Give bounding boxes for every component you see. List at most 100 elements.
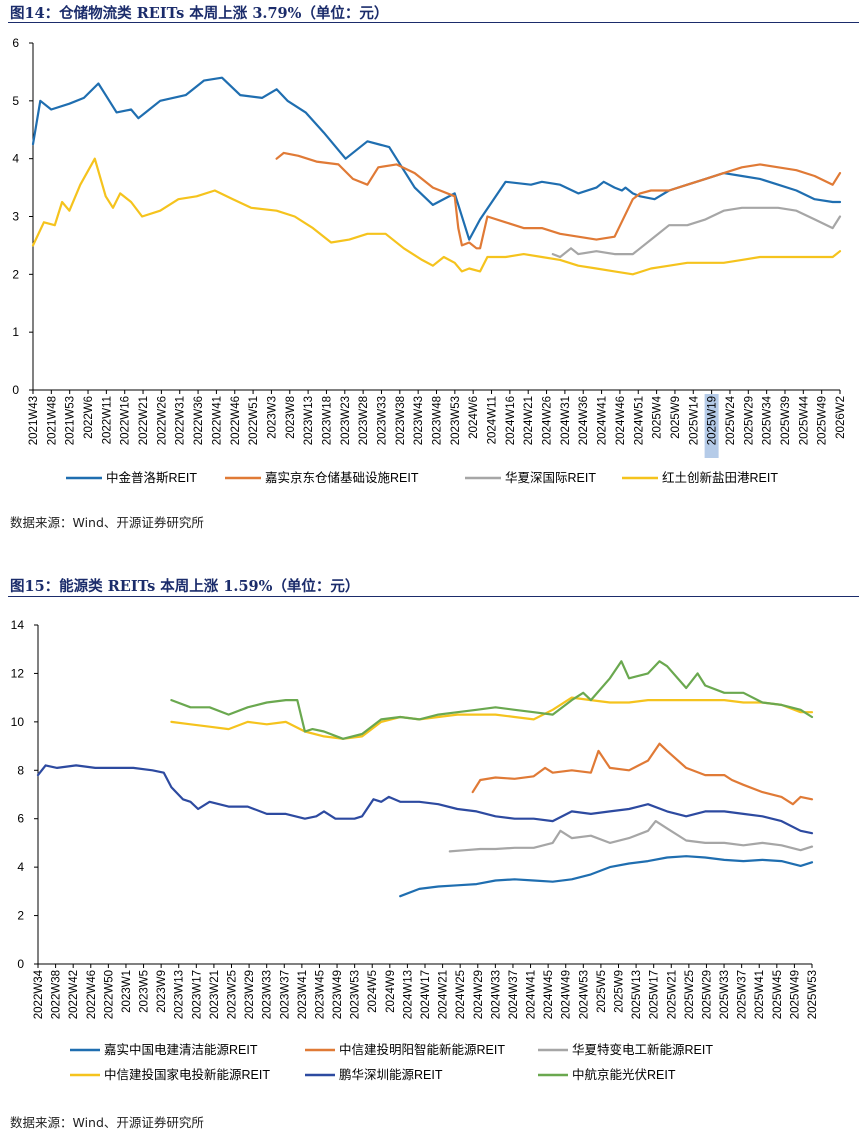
x-tick-label: 2023W9 xyxy=(156,970,168,1013)
x-tick-label: 2023W5 xyxy=(139,970,151,1013)
x-tick-label: 2023W23 xyxy=(340,396,352,445)
x-tick-label: 2023W18 xyxy=(321,396,333,445)
legend-label: 华夏深国际REIT xyxy=(505,470,596,485)
x-tick-label: 2024W17 xyxy=(420,970,432,1019)
x-tick-label: 2025W49 xyxy=(789,970,801,1019)
x-tick-label: 2025W37 xyxy=(737,970,749,1019)
x-tick-label: 2025W4 xyxy=(652,395,664,438)
x-tick-highlight xyxy=(704,394,719,458)
x-tick-label: 2024W53 xyxy=(578,970,590,1019)
x-tick-label: 2025W13 xyxy=(631,970,643,1019)
legend-label: 华夏特变电工新能源REIT xyxy=(572,1042,713,1057)
figure-15-rule xyxy=(8,596,859,597)
y-tick-label: 2 xyxy=(17,909,24,923)
y-tick-label: 4 xyxy=(17,860,24,874)
x-tick-label: 2024W21 xyxy=(523,396,535,445)
x-tick-label: 2024W41 xyxy=(597,396,609,445)
x-tick-label: 2025W9 xyxy=(670,396,682,439)
x-tick-label: 2024W25 xyxy=(455,970,467,1019)
x-tick-label: 2025W41 xyxy=(754,970,766,1019)
x-tick-label: 2024W33 xyxy=(490,970,502,1019)
x-tick-label: 2023W1 xyxy=(121,970,133,1013)
x-tick-label: 2024W41 xyxy=(526,970,538,1019)
x-tick-label: 2026W2 xyxy=(835,396,847,439)
x-tick-label: 2022W36 xyxy=(193,396,205,445)
x-tick-label: 2024W11 xyxy=(487,396,499,444)
series-line-4 xyxy=(31,157,842,276)
x-tick-label: 2025W53 xyxy=(807,970,819,1019)
x-tick-label: 2025W39 xyxy=(780,396,792,445)
x-tick-label: 2023W17 xyxy=(191,970,203,1019)
x-tick-label: 2022W21 xyxy=(138,396,150,445)
x-tick-label: 2024W26 xyxy=(542,396,554,445)
x-tick-label: 2023W38 xyxy=(395,396,407,445)
x-tick-label: 2022W16 xyxy=(120,396,132,445)
series-line-6 xyxy=(170,660,814,740)
x-tick-label: 2023W21 xyxy=(209,970,221,1019)
x-tick-label: 2025W9 xyxy=(614,970,626,1013)
x-tick-label: 2023W3 xyxy=(266,396,278,439)
x-tick-label: 2024W6 xyxy=(468,396,480,439)
figure-15-caption: 图15：能源类 REITs 本周上涨 1.59%（单位：元） xyxy=(10,578,360,595)
x-tick-label: 2021W53 xyxy=(65,396,77,445)
legend-label: 鹏华深圳能源REIT xyxy=(339,1067,443,1082)
x-tick-label: 2025W34 xyxy=(762,395,774,445)
x-tick-label: 2024W51 xyxy=(633,396,645,445)
x-tick-label: 2024W49 xyxy=(561,970,573,1019)
x-tick-label: 2022W41 xyxy=(211,396,223,445)
series-line-2 xyxy=(471,742,814,806)
series-line-2 xyxy=(275,151,842,250)
x-tick-label: 2025W33 xyxy=(719,970,731,1019)
x-tick-label: 2023W49 xyxy=(332,970,344,1019)
x-tick-label: 2023W41 xyxy=(297,970,309,1019)
legend-label: 中信建投明阳智能新能源REIT xyxy=(339,1042,505,1057)
x-tick-label: 2022W6 xyxy=(83,396,95,439)
x-tick-label: 2022W51 xyxy=(248,396,260,445)
x-tick-label: 2021W43 xyxy=(28,396,40,445)
x-tick-label: 2023W33 xyxy=(262,970,274,1019)
x-tick-label: 2022W42 xyxy=(68,970,80,1019)
x-tick-label: 2022W46 xyxy=(230,396,242,445)
x-tick-label: 2022W31 xyxy=(175,396,187,445)
x-tick-label: 2023W25 xyxy=(227,970,239,1019)
x-tick-label: 2024W21 xyxy=(438,970,450,1019)
x-tick-label: 2025W17 xyxy=(649,970,661,1019)
legend-label: 中航京能光伏REIT xyxy=(572,1067,676,1082)
x-tick-label: 2024W31 xyxy=(560,396,572,445)
x-tick-label: 2025W29 xyxy=(743,396,755,445)
x-tick-label: 2023W53 xyxy=(350,970,362,1019)
x-tick-label: 2023W43 xyxy=(413,396,425,445)
x-tick-label: 2023W29 xyxy=(244,970,256,1019)
x-tick-label: 2025W45 xyxy=(772,970,784,1019)
x-tick-label: 2023W13 xyxy=(303,396,315,445)
y-tick-label: 0 xyxy=(12,383,19,397)
x-tick-label: 2022W26 xyxy=(156,396,168,445)
y-tick-label: 12 xyxy=(11,666,25,680)
x-tick-label: 2023W48 xyxy=(432,396,444,445)
x-tick-label: 2025W24 xyxy=(725,395,737,445)
y-tick-label: 6 xyxy=(12,36,19,50)
series-line-5 xyxy=(36,764,814,835)
x-tick-label: 2023W45 xyxy=(314,970,326,1019)
series-line-3 xyxy=(551,206,842,259)
series-line-3 xyxy=(448,820,814,853)
chart-15: 0 2 4 6 8 10 12 14 2022W34 2022W38 2022W42 2022W46 2… xyxy=(11,618,819,1082)
x-tick-label: 2024W29 xyxy=(473,970,485,1019)
legend-label: 中金普洛斯REIT xyxy=(106,470,197,485)
x-tick-label: 2025W29 xyxy=(701,970,713,1019)
x-tick-label: 2023W8 xyxy=(285,396,297,439)
series-line-4 xyxy=(170,696,814,740)
y-tick-label: 14 xyxy=(11,618,25,632)
legend-label: 嘉实京东仓储基础设施REIT xyxy=(265,470,419,485)
y-tick-label: 2 xyxy=(12,267,19,281)
x-tick-label: 2024W9 xyxy=(385,970,397,1013)
x-tick-label: 2024W5 xyxy=(367,970,379,1013)
y-tick-label: 0 xyxy=(17,957,24,971)
x-tick-label: 2023W33 xyxy=(376,396,388,445)
x-tick-label: 2024W46 xyxy=(615,396,627,445)
x-tick-label: 2025W14 xyxy=(688,395,700,445)
x-tick-label: 2025W5 xyxy=(596,970,608,1013)
x-tick-label: 2023W37 xyxy=(279,970,291,1019)
series-line-1 xyxy=(399,855,814,898)
x-tick-label: 2022W34 xyxy=(33,969,45,1019)
